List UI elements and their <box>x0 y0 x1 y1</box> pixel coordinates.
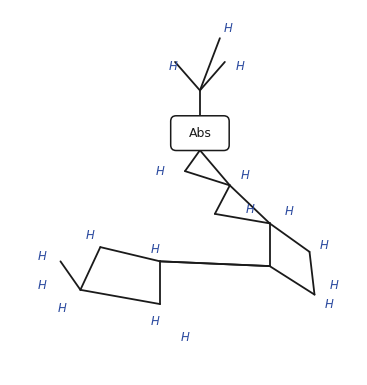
Text: H: H <box>58 302 67 315</box>
Text: H: H <box>245 203 254 216</box>
Text: H: H <box>181 331 189 344</box>
Text: H: H <box>151 315 160 328</box>
Text: H: H <box>224 22 232 35</box>
Text: H: H <box>320 239 329 252</box>
Text: H: H <box>151 243 160 256</box>
Text: H: H <box>285 206 294 218</box>
Text: H: H <box>168 60 178 73</box>
Text: H: H <box>325 298 334 311</box>
Text: H: H <box>240 169 249 182</box>
Text: H: H <box>38 250 47 263</box>
Text: Abs: Abs <box>189 127 211 140</box>
FancyBboxPatch shape <box>171 116 229 151</box>
Text: H: H <box>38 279 47 291</box>
Text: H: H <box>235 60 244 73</box>
Text: H: H <box>86 229 95 242</box>
Text: H: H <box>330 279 339 291</box>
Text: H: H <box>156 165 164 177</box>
